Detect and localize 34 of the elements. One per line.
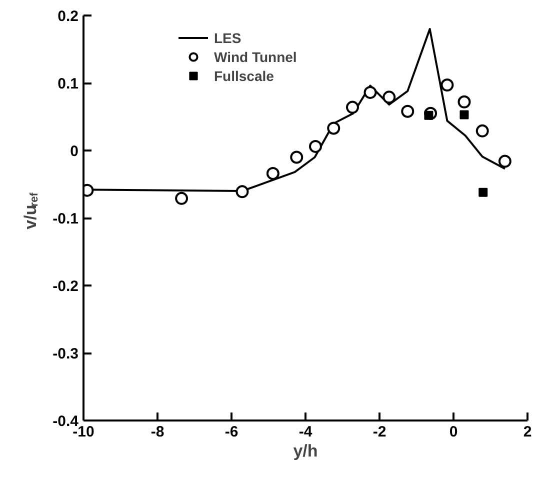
point: [308, 140, 322, 153]
point: [175, 192, 188, 205]
point: [382, 90, 396, 104]
y-tick-label: 0.2: [58, 8, 79, 25]
x-tick-label: -4: [298, 424, 313, 440]
y-tick-label: 0: [70, 143, 78, 160]
y-tick-label: -0.4: [52, 413, 80, 430]
point: [476, 124, 489, 138]
point: [364, 86, 377, 99]
y-tick-label: -0.3: [52, 346, 79, 362]
x-tick-label: -8: [150, 424, 164, 440]
point: [460, 110, 469, 120]
x-tick-label: -2: [372, 424, 386, 440]
point: [440, 78, 454, 92]
point: [266, 166, 280, 180]
point: [236, 185, 249, 198]
y-axis-title: v/uref: [21, 192, 40, 230]
x-tick-label: 2: [523, 424, 532, 440]
x-axis-title: y/h: [293, 442, 318, 460]
x-tick-label: -6: [224, 424, 238, 440]
point: [458, 95, 471, 108]
x-tick-label: 0: [449, 424, 458, 440]
y-tick-label: -0.1: [52, 210, 79, 228]
y-tick-label: 0.1: [58, 76, 79, 92]
point: [290, 150, 304, 164]
point: [401, 104, 414, 118]
legend-label: Fullscale: [214, 66, 274, 85]
y-tick-label: -0.2: [52, 278, 79, 295]
point: [478, 188, 488, 197]
legend-label: Wind Tunnel: [214, 48, 297, 66]
legend-label: LES: [214, 28, 242, 47]
point: [327, 122, 340, 135]
point: [498, 154, 512, 168]
point: [346, 100, 359, 114]
